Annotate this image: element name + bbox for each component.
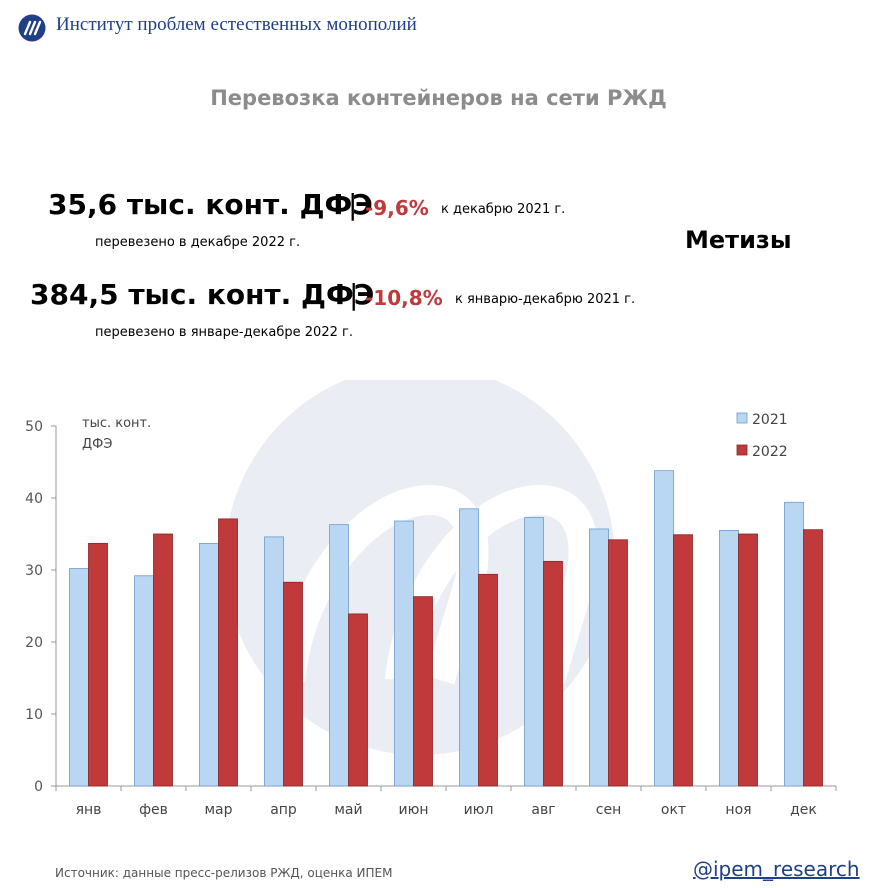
year-change-value: -10,8% bbox=[365, 286, 443, 310]
bar-2021-ноя bbox=[719, 529, 739, 787]
year-comparison-label: к январю-декабрю 2021 г. bbox=[455, 292, 636, 307]
bar-chart: 0 10 20 30 40 50 тыс. конт. ДФЭ янв фев мар апр май… bbox=[25, 380, 837, 818]
bar-2022-май bbox=[348, 613, 368, 787]
y-tick-label: 40 bbox=[25, 491, 43, 507]
y-tick-label: 20 bbox=[25, 635, 43, 651]
bar-2021-июл bbox=[459, 508, 479, 787]
bar-2022-июн bbox=[413, 596, 433, 787]
legend-swatch-2022 bbox=[736, 444, 748, 456]
bar-2021-май bbox=[329, 524, 349, 787]
bar-2022-мар bbox=[218, 518, 238, 787]
y-axis-label-unit: ДФЭ bbox=[82, 437, 112, 452]
y-tick-label: 0 bbox=[34, 779, 43, 795]
legend-swatch-2021 bbox=[736, 412, 748, 424]
x-tick-label: дек bbox=[790, 802, 817, 818]
chart-axes: 0 10 20 30 40 50 bbox=[25, 419, 837, 795]
chart-title: Перевозка контейнеров на сети РЖД bbox=[210, 86, 667, 110]
cargo-category: Метизы bbox=[685, 226, 792, 254]
source-note: Источник: данные пресс-релизов РЖД, оцен… bbox=[55, 866, 393, 880]
bar-2022-фев bbox=[153, 533, 173, 787]
bar-2022-апр bbox=[283, 581, 303, 787]
x-tick-label: июн bbox=[398, 802, 428, 818]
bar-2022-сен bbox=[608, 539, 628, 787]
month-comparison-label: к декабрю 2021 г. bbox=[441, 202, 566, 217]
month-volume-value: 35,6 тыс. конт. ДФЭ bbox=[48, 188, 373, 221]
month-caption: перевезено в декабре 2022 г. bbox=[95, 235, 301, 250]
chart-legend: 2021 2022 bbox=[736, 412, 788, 460]
year-separator: | bbox=[349, 278, 359, 311]
y-tick-label: 30 bbox=[25, 563, 43, 579]
x-tick-label: ноя bbox=[725, 802, 751, 818]
bar-2021-дек bbox=[784, 501, 804, 787]
x-tick-label: май bbox=[334, 802, 362, 818]
ipem-logo-icon bbox=[18, 14, 46, 42]
bar-2022-ноя bbox=[738, 533, 758, 787]
bar-2021-мар bbox=[199, 542, 219, 787]
bar-2021-фев bbox=[134, 575, 154, 787]
bar-2021-янв bbox=[69, 568, 89, 787]
bar-2022-янв bbox=[88, 542, 108, 787]
x-tick-label: фев bbox=[139, 802, 168, 818]
bar-2022-окт bbox=[673, 534, 693, 787]
x-tick-label: мар bbox=[204, 802, 232, 818]
chart-bars bbox=[69, 470, 823, 787]
x-tick-label: сен bbox=[596, 802, 621, 818]
y-axis-label: тыс. конт. bbox=[82, 416, 151, 431]
legend-label-2021: 2021 bbox=[752, 412, 788, 428]
x-tick-label: авг bbox=[531, 802, 555, 818]
x-tick-label: июл bbox=[464, 802, 494, 818]
bar-2021-окт bbox=[654, 470, 674, 787]
legend-label-2022: 2022 bbox=[752, 444, 788, 460]
chart-labels: тыс. конт. ДФЭ янв фев мар апр май июн июл авг сен… bbox=[76, 416, 817, 818]
bar-2021-сен bbox=[589, 528, 609, 787]
y-tick-label: 10 bbox=[25, 707, 43, 723]
bar-2021-авг bbox=[524, 517, 544, 787]
month-change-value: -9,6% bbox=[365, 196, 429, 220]
org-name: Институт проблем естественных монополий bbox=[56, 14, 417, 35]
x-tick-label: апр bbox=[270, 802, 297, 818]
month-separator: | bbox=[348, 188, 358, 221]
year-volume-value: 384,5 тыс. конт. ДФЭ bbox=[30, 278, 375, 311]
bar-2022-авг bbox=[543, 560, 563, 787]
bar-2021-июн bbox=[394, 520, 414, 787]
research-handle-link[interactable]: @ipem_research bbox=[693, 857, 860, 881]
y-tick-label: 50 bbox=[25, 419, 43, 435]
bar-2021-апр bbox=[264, 536, 284, 787]
bar-2022-июл bbox=[478, 573, 498, 787]
x-tick-label: янв bbox=[76, 802, 102, 818]
x-tick-label: окт bbox=[661, 802, 686, 818]
year-caption: перевезено в январе-декабре 2022 г. bbox=[95, 325, 353, 340]
bar-2022-дек bbox=[803, 529, 823, 787]
